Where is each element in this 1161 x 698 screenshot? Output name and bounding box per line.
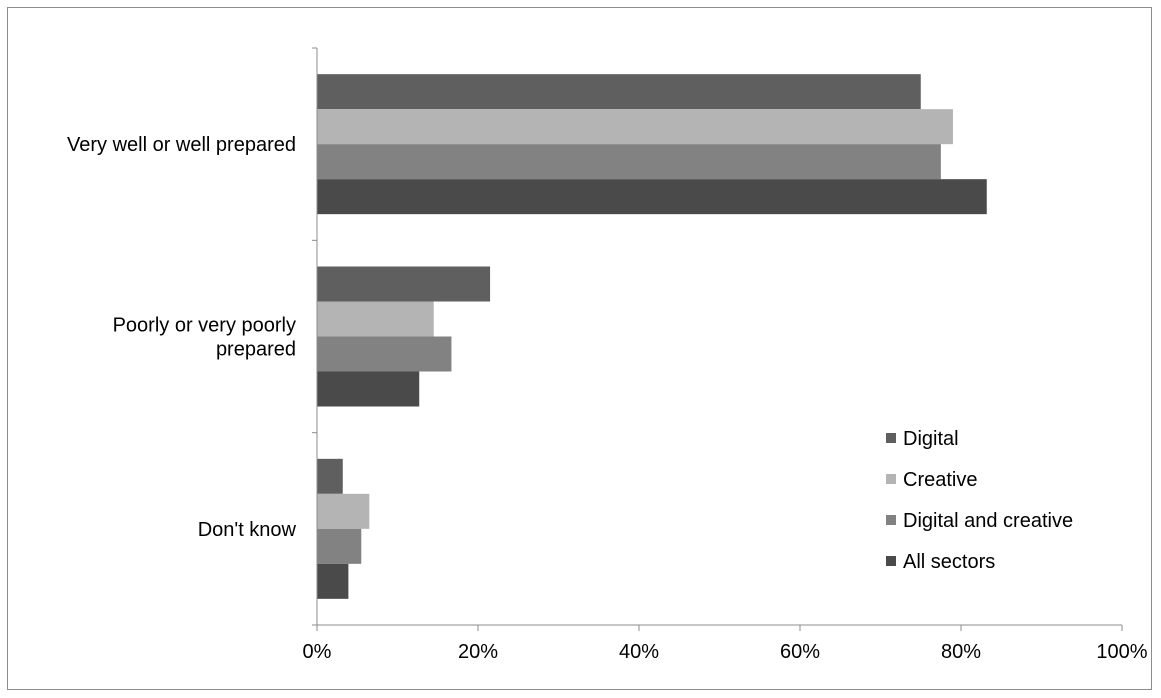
category-label: Poorly or very poorly prepared — [113, 315, 296, 361]
bar-digital-and-creative-3 — [317, 529, 361, 564]
legend-swatch-creative — [886, 474, 896, 484]
x-tick-label: 40% — [619, 641, 659, 663]
bar-digital-and-creative-2 — [317, 337, 451, 372]
bar-all-sectors-1 — [317, 179, 987, 214]
legend-swatch-digital — [886, 433, 896, 443]
x-tick-label: 20% — [458, 641, 498, 663]
legend-swatch-digital-and-creative — [886, 515, 896, 525]
category-label: Very well or well prepared — [67, 134, 296, 156]
x-tick-label: 80% — [941, 641, 981, 663]
bar-creative-2 — [317, 302, 434, 337]
bar-creative-1 — [317, 109, 953, 144]
legend-label-digital: Digital — [903, 428, 959, 450]
bar-digital-and-creative-1 — [317, 144, 941, 179]
bar-creative-3 — [317, 494, 369, 529]
legend-label-digital-and-creative: Digital and creative — [903, 510, 1073, 532]
category-label: Don't know — [198, 519, 297, 541]
x-tick-label: 0% — [303, 641, 332, 663]
legend-swatch-all-sectors — [886, 556, 896, 566]
bar-digital-3 — [317, 459, 343, 494]
legend-label-creative: Creative — [903, 469, 977, 491]
bar-chart: Very well or well prepared Poorly or very… — [8, 8, 1153, 691]
x-tick-label: 60% — [780, 641, 820, 663]
x-tick-label: 100% — [1096, 641, 1147, 663]
legend-label-all-sectors: All sectors — [903, 551, 995, 573]
chart-frame: Very well or well prepared Poorly or very… — [7, 7, 1152, 690]
legend: Digital Creative Digital and creative All s… — [886, 428, 1073, 573]
bar-digital-1 — [317, 74, 921, 109]
bar-all-sectors-3 — [317, 564, 348, 599]
x-tick-labels: 0% 20% 40% 60% 80% 100% — [303, 641, 1148, 663]
bar-all-sectors-2 — [317, 372, 419, 407]
bar-digital-2 — [317, 267, 490, 302]
category-labels: Very well or well prepared Poorly or very… — [67, 134, 297, 541]
